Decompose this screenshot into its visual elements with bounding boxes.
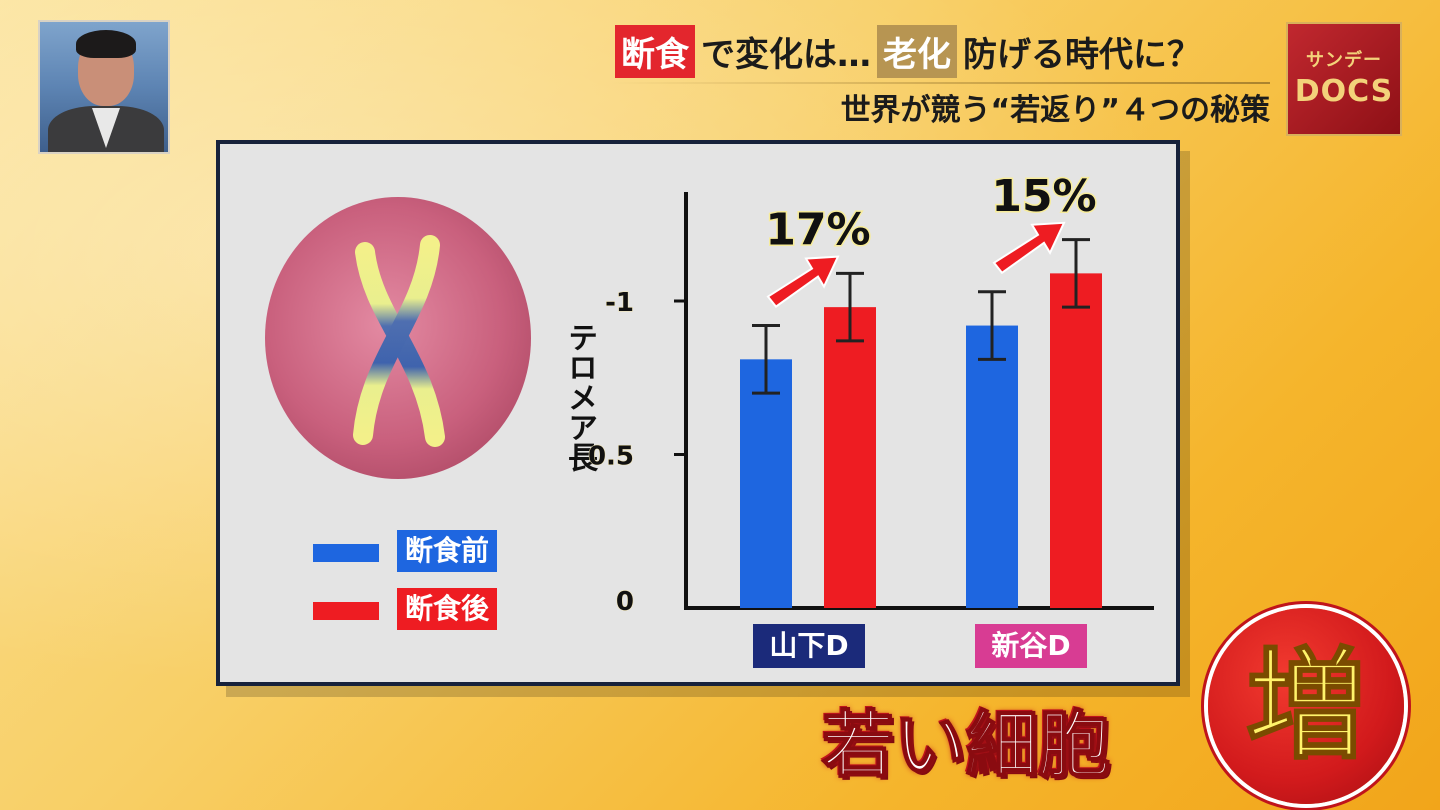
y-tick-label: -1	[605, 288, 634, 318]
increase-stamp-text: 増	[1245, 634, 1367, 777]
bar	[740, 359, 792, 608]
increase-arrow	[992, 221, 1066, 275]
chromosome-icon	[353, 235, 445, 447]
headline: 断食 で変化は… 老化 防げる時代に？	[615, 24, 1201, 78]
y-tick-label: 0	[616, 587, 634, 617]
subheadline: 世界が競う“若返り”４つの秘策	[840, 93, 1270, 128]
legend-swatch-before	[313, 544, 379, 562]
legend-label-after: 断食後	[397, 588, 498, 630]
bar	[1050, 273, 1102, 608]
presenter-hair	[76, 30, 136, 58]
legend-swatch-after	[313, 602, 379, 620]
increase-arrow	[766, 255, 840, 308]
headline-divider	[610, 82, 1270, 84]
headline-text-2: 防げる時代に？	[963, 34, 1201, 75]
increase-percent-label: 17%	[765, 205, 870, 256]
category-label-shintani: 新谷D	[975, 624, 1087, 668]
presenter-video-inset	[38, 20, 170, 154]
bar-chart: 0 0.5 -1 17% 15%	[587, 169, 1154, 618]
increase-percent-label: 15%	[991, 171, 1096, 222]
bar	[824, 307, 876, 608]
bar	[966, 325, 1018, 608]
category-label-yamashita: 山下D	[753, 624, 865, 668]
caption-young-cells: 若い細胞	[821, 701, 1111, 788]
headline-tag-fasting: 断食	[615, 24, 695, 78]
logo-line-2: DOCS	[1294, 74, 1394, 109]
headline-text-1: で変化は…	[701, 34, 871, 75]
y-tick-label: 0.5	[588, 442, 634, 472]
program-logo: サンデー DOCS	[1286, 22, 1402, 136]
increase-stamp	[1208, 608, 1404, 804]
y-axis-label: テロメア長	[562, 322, 597, 472]
legend-label-before: 断食前	[397, 530, 498, 572]
logo-line-1: サンデー	[1306, 50, 1382, 71]
headline-tag-aging: 老化	[877, 24, 957, 78]
